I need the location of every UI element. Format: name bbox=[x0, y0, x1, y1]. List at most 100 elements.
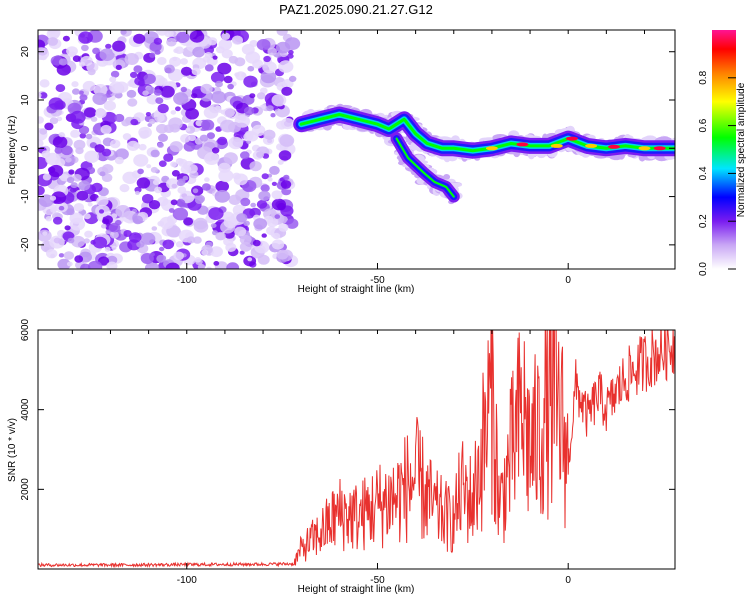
x-tick-label: -100 bbox=[177, 575, 197, 586]
noise-blob bbox=[206, 132, 215, 140]
noise-blob bbox=[140, 253, 154, 264]
noise-blob bbox=[58, 132, 65, 138]
noise-blob bbox=[194, 257, 202, 263]
noise-blob bbox=[234, 226, 247, 237]
noise-blob bbox=[109, 231, 119, 239]
noise-blob bbox=[152, 179, 160, 186]
noise-blob bbox=[225, 242, 237, 252]
noise-blob bbox=[249, 93, 256, 99]
noise-blob bbox=[98, 209, 105, 214]
noise-blob bbox=[215, 46, 225, 54]
spectrogram-heatmap bbox=[38, 30, 675, 269]
noise-blob bbox=[105, 229, 112, 235]
noise-blob bbox=[168, 208, 175, 213]
ridge-peak bbox=[638, 146, 651, 151]
noise-blob bbox=[62, 35, 70, 42]
noise-blob bbox=[239, 250, 245, 255]
noise-blob bbox=[109, 81, 124, 94]
noise-blob bbox=[38, 92, 42, 98]
signal-halo bbox=[443, 174, 451, 180]
noise-blob bbox=[189, 30, 205, 43]
noise-blob bbox=[223, 216, 238, 229]
noise-blob bbox=[38, 229, 52, 242]
noise-blob bbox=[68, 169, 75, 175]
noise-blob bbox=[164, 64, 175, 74]
noise-blob bbox=[150, 149, 160, 158]
noise-blob bbox=[212, 147, 220, 154]
noise-blob bbox=[78, 31, 93, 44]
noise-blob bbox=[252, 239, 261, 247]
noise-blob bbox=[277, 159, 284, 165]
figure-title: PAZ1.2025.090.21.27.G12 bbox=[279, 2, 433, 17]
y-tick-label: -20 bbox=[20, 237, 31, 252]
noise-blob bbox=[223, 107, 235, 118]
noise-blob bbox=[284, 37, 301, 50]
noise-blob bbox=[241, 72, 247, 78]
noise-blob bbox=[83, 107, 97, 118]
noise-blob bbox=[111, 245, 117, 251]
noise-blob bbox=[108, 222, 121, 233]
noise-blob bbox=[151, 226, 158, 231]
noise-blob bbox=[78, 90, 84, 95]
noise-blob bbox=[130, 71, 138, 78]
noise-blob bbox=[197, 263, 206, 269]
noise-blob bbox=[132, 215, 143, 225]
noise-blob bbox=[234, 72, 240, 77]
noise-blob bbox=[240, 197, 251, 207]
noise-blob bbox=[155, 97, 164, 104]
noise-blob bbox=[72, 174, 82, 182]
noise-blob bbox=[82, 80, 96, 92]
noise-blob bbox=[65, 157, 72, 163]
noise-blob bbox=[139, 130, 149, 139]
ridge-peak bbox=[608, 144, 620, 149]
ridge-peak bbox=[566, 136, 578, 141]
noise-blob bbox=[51, 191, 67, 204]
noise-blob bbox=[130, 118, 139, 126]
noise-blob bbox=[157, 103, 169, 114]
noise-blob bbox=[243, 220, 250, 226]
noise-blob bbox=[263, 55, 271, 63]
noise-blob bbox=[85, 133, 93, 140]
noise-blob bbox=[212, 55, 218, 60]
x-tick-label: 0 bbox=[565, 275, 571, 286]
noise-blob bbox=[38, 116, 44, 124]
noise-blob bbox=[154, 49, 161, 55]
noise-blob bbox=[133, 154, 149, 167]
noise-blob bbox=[145, 112, 151, 117]
noise-blob bbox=[150, 166, 158, 173]
noise-blob bbox=[204, 152, 220, 166]
noise-blob bbox=[47, 166, 56, 173]
noise-blob bbox=[142, 90, 149, 96]
noise-blob bbox=[266, 226, 277, 236]
noise-blob bbox=[74, 255, 84, 263]
noise-blob bbox=[93, 84, 108, 96]
noise-blob bbox=[168, 81, 177, 88]
noise-blob bbox=[178, 158, 188, 167]
noise-blob bbox=[136, 177, 151, 189]
noise-blob bbox=[67, 237, 75, 244]
noise-blob bbox=[199, 134, 209, 142]
noise-blob bbox=[75, 147, 84, 155]
noise-blob bbox=[119, 184, 130, 193]
noise-blob bbox=[176, 31, 190, 43]
noise-blob bbox=[173, 92, 189, 105]
noise-blob bbox=[227, 83, 234, 90]
noise-blob bbox=[70, 110, 86, 124]
noise-blob bbox=[260, 70, 277, 84]
noise-blob bbox=[249, 161, 262, 172]
spectrogram-frame bbox=[37, 29, 676, 270]
colorbar-tick-label: 0.0 bbox=[698, 262, 709, 276]
snr-series-line bbox=[38, 330, 675, 569]
noise-blob bbox=[104, 246, 111, 252]
noise-blob bbox=[133, 65, 143, 73]
noise-blob bbox=[157, 57, 167, 65]
noise-blob bbox=[250, 202, 256, 208]
spectrogram-xlabel: Height of straight line (km) bbox=[298, 284, 415, 295]
noise-blob bbox=[261, 233, 267, 238]
noise-blob bbox=[66, 208, 75, 216]
noise-blob bbox=[239, 241, 252, 252]
noise-blob bbox=[73, 139, 86, 150]
noise-blob bbox=[42, 231, 48, 236]
noise-blob bbox=[109, 139, 121, 149]
noise-blob bbox=[55, 84, 66, 93]
